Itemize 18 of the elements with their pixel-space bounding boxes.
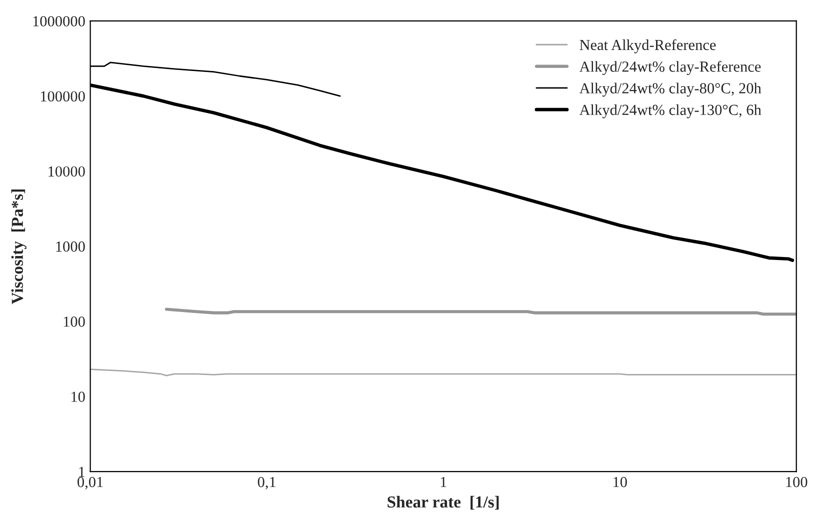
legend-label: Alkyd/24wt% clay-80°C, 20h <box>579 82 762 97</box>
x-tick-label: 1 <box>440 476 446 488</box>
legend-label: Neat Alkyd-Reference <box>580 39 716 54</box>
y-tick-label: 100000 <box>40 91 85 102</box>
y-tick-label: 100 <box>64 316 85 327</box>
y-axis-title: Viscosity [Pa*s] <box>11 190 26 304</box>
y-tick-label: 1000 <box>56 241 85 252</box>
x-tick-label: 0,01 <box>78 476 103 490</box>
y-tick-label: 1000000 <box>33 16 85 26</box>
y-tick-label: 10000 <box>48 166 85 177</box>
legend-label: Alkyd/24wt% clay-130°C, 6h <box>579 104 762 118</box>
legend-label: Alkyd/24wt% clay-Reference <box>579 60 761 75</box>
y-tick-label: 1 <box>79 466 85 477</box>
y-tick-label: 10 <box>72 392 85 402</box>
x-tick-label: 0,1 <box>258 476 276 490</box>
x-axis-title: Shear rate [1/s] <box>388 496 499 510</box>
x-tick-label: 10 <box>614 476 627 488</box>
x-tick-label: 100 <box>786 476 808 488</box>
